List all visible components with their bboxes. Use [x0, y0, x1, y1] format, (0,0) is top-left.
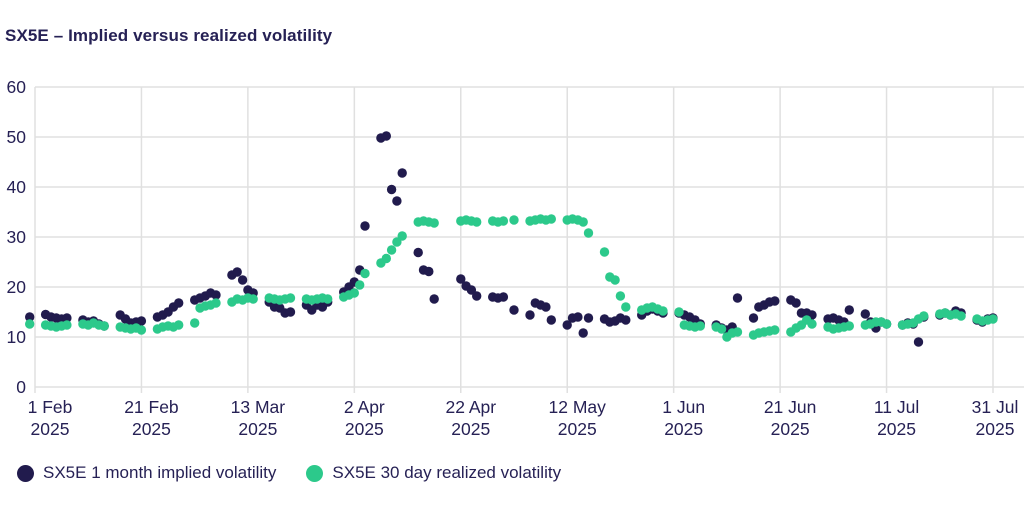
svg-text:2025: 2025 — [877, 419, 916, 439]
svg-text:0: 0 — [16, 377, 26, 397]
svg-text:1 Jun: 1 Jun — [662, 397, 705, 417]
svg-text:30: 30 — [7, 227, 27, 247]
implied-marker-icon — [17, 464, 34, 482]
svg-text:50: 50 — [7, 127, 27, 147]
svg-text:2025: 2025 — [771, 419, 810, 439]
svg-text:2025: 2025 — [345, 419, 384, 439]
svg-text:20: 20 — [7, 277, 27, 297]
svg-text:2025: 2025 — [132, 419, 171, 439]
implied-series — [25, 131, 998, 347]
svg-text:40: 40 — [7, 177, 27, 197]
svg-text:2025: 2025 — [238, 419, 277, 439]
svg-text:12 May: 12 May — [549, 397, 607, 417]
svg-text:21 Feb: 21 Feb — [124, 397, 178, 417]
svg-text:2 Apr: 2 Apr — [344, 397, 385, 417]
svg-text:1 Feb: 1 Feb — [28, 397, 73, 417]
legend-label-implied: SX5E 1 month implied volatility — [43, 463, 277, 482]
legend: SX5E 1 month implied volatility SX5E 30 … — [17, 463, 561, 483]
svg-text:2025: 2025 — [976, 419, 1015, 439]
svg-text:2025: 2025 — [558, 419, 597, 439]
gridlines — [34, 86, 1024, 393]
svg-text:11 Jul: 11 Jul — [874, 397, 919, 417]
realized-marker-icon — [306, 464, 324, 482]
svg-text:2025: 2025 — [664, 419, 703, 439]
svg-text:10: 10 — [7, 327, 27, 347]
svg-text:2025: 2025 — [31, 419, 70, 439]
svg-text:31 Jul: 31 Jul — [972, 397, 1019, 417]
chart-title: SX5E – Implied versus realized volatilit… — [5, 26, 333, 45]
legend-item-implied: SX5E 1 month implied volatility — [17, 463, 276, 483]
legend-item-realized: SX5E 30 day realized volatility — [306, 463, 561, 483]
svg-text:21 Jun: 21 Jun — [764, 397, 817, 417]
svg-text:60: 60 — [7, 77, 27, 97]
svg-text:13 Mar: 13 Mar — [231, 397, 286, 417]
y-axis-labels: 0 10 20 30 40 50 60 — [7, 77, 27, 397]
legend-label-realized: SX5E 30 day realized volatility — [332, 463, 562, 482]
svg-text:2025: 2025 — [451, 419, 490, 439]
realized-series — [25, 214, 998, 342]
svg-text:22 Apr: 22 Apr — [445, 397, 496, 417]
